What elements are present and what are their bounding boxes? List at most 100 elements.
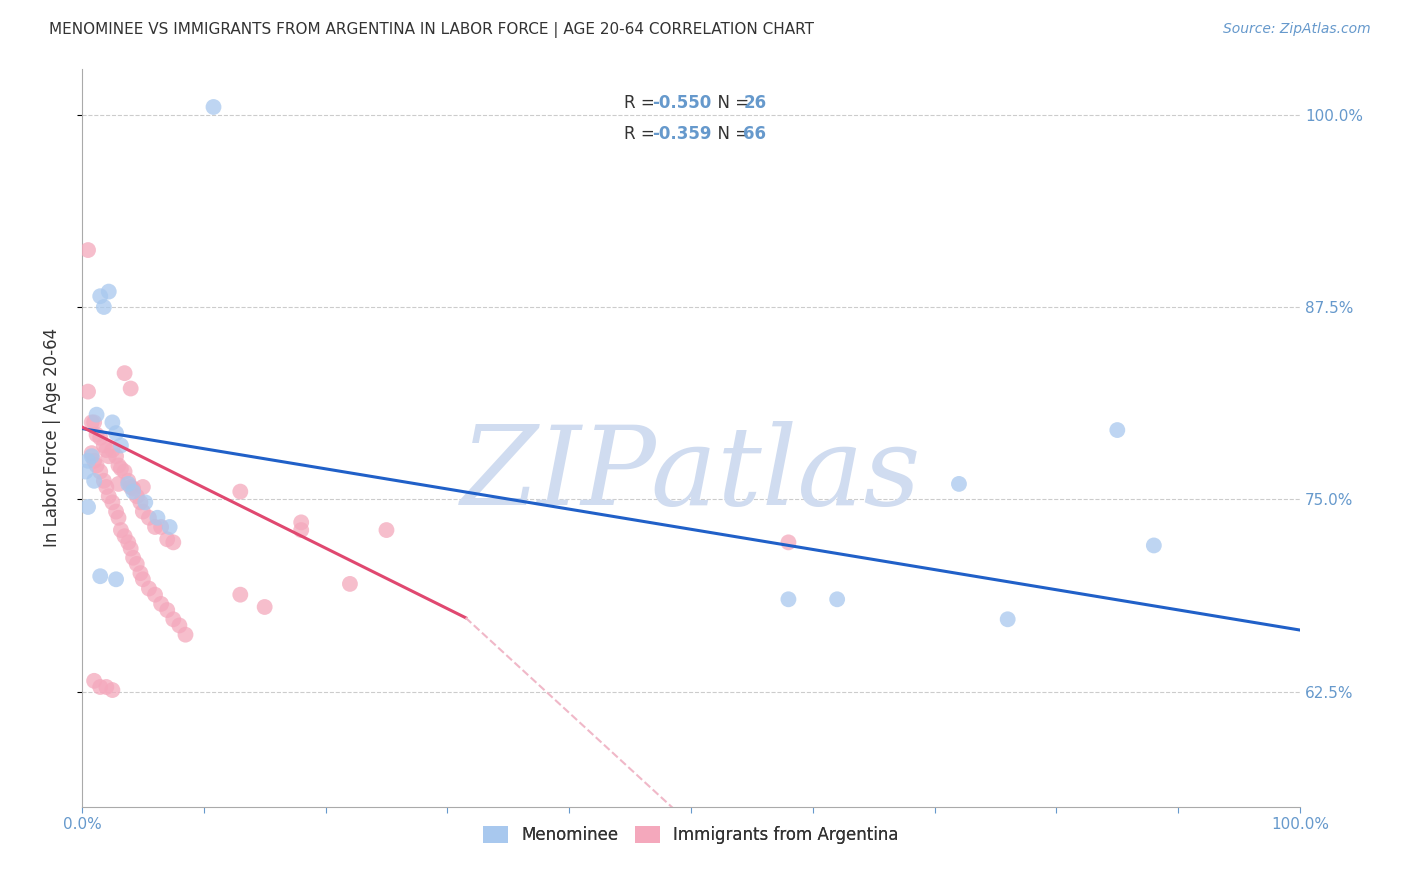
Point [229,588,252,602]
Point [114,465,136,479]
Point [253,599,276,614]
Point [110,523,132,537]
Point [162,535,184,549]
Text: -0.550: -0.550 [652,95,711,112]
Point [122,484,145,499]
Text: Source: ZipAtlas.com: Source: ZipAtlas.com [1223,22,1371,37]
Point [83,454,105,468]
Point [96,680,118,694]
Point [778,535,800,549]
Point [122,550,145,565]
Point [86,427,108,442]
Point [80,449,103,463]
Point [107,458,129,473]
Point [77,500,100,514]
Point [132,480,155,494]
Point [117,476,139,491]
Point [105,572,128,586]
Point [169,618,191,632]
Point [105,449,128,463]
Y-axis label: In Labor Force | Age 20-64: In Labor Force | Age 20-64 [44,328,60,548]
Point [159,520,181,534]
Point [138,582,160,596]
Point [107,510,129,524]
Text: N =: N = [707,95,754,112]
Point [96,480,118,494]
Point [101,443,124,458]
Text: 26: 26 [744,95,766,112]
Point [143,520,166,534]
Point [83,416,105,430]
Point [93,438,115,452]
Point [156,533,179,547]
Point [120,541,142,556]
Text: R =: R = [624,95,659,112]
Point [105,505,128,519]
Point [375,523,398,537]
Point [120,480,142,494]
Point [129,495,152,509]
Text: R =: R = [624,125,659,143]
Point [97,489,120,503]
Legend: Menominee, Immigrants from Argentina: Menominee, Immigrants from Argentina [477,819,905,850]
Point [114,366,136,380]
Point [229,484,252,499]
Point [97,285,120,299]
Point [120,382,142,396]
Point [125,489,148,503]
Point [77,384,100,399]
Point [778,592,800,607]
Point [101,683,124,698]
Point [77,243,100,257]
Point [156,603,179,617]
Point [290,516,312,530]
Point [89,680,111,694]
Point [86,458,108,473]
Point [101,495,124,509]
Text: N =: N = [707,125,754,143]
Point [948,476,970,491]
Point [80,446,103,460]
Point [174,628,197,642]
Point [107,476,129,491]
Point [146,510,169,524]
Point [997,612,1019,626]
Text: -0.359: -0.359 [652,125,711,143]
Point [83,474,105,488]
Point [110,461,132,475]
Point [89,569,111,583]
Point [105,426,128,441]
Point [1107,423,1129,437]
Point [80,416,103,430]
Point [1143,538,1166,552]
Point [150,597,173,611]
Point [122,482,145,496]
Point [114,529,136,543]
Point [89,431,111,445]
Point [132,572,155,586]
Point [75,465,97,479]
Point [83,673,105,688]
Point [125,557,148,571]
Point [143,588,166,602]
Point [89,289,111,303]
Point [93,474,115,488]
Point [132,505,155,519]
Point [89,465,111,479]
Point [110,438,132,452]
Point [129,566,152,581]
Point [138,510,160,524]
Point [86,408,108,422]
Point [96,443,118,458]
Point [339,577,361,591]
Point [134,495,156,509]
Text: ZIPatlas: ZIPatlas [461,421,921,528]
Point [162,612,184,626]
Point [150,520,173,534]
Point [93,300,115,314]
Text: MENOMINEE VS IMMIGRANTS FROM ARGENTINA IN LABOR FORCE | AGE 20-64 CORRELATION CH: MENOMINEE VS IMMIGRANTS FROM ARGENTINA I… [49,22,814,38]
Point [117,535,139,549]
Point [290,523,312,537]
Point [202,100,225,114]
Point [77,454,100,468]
